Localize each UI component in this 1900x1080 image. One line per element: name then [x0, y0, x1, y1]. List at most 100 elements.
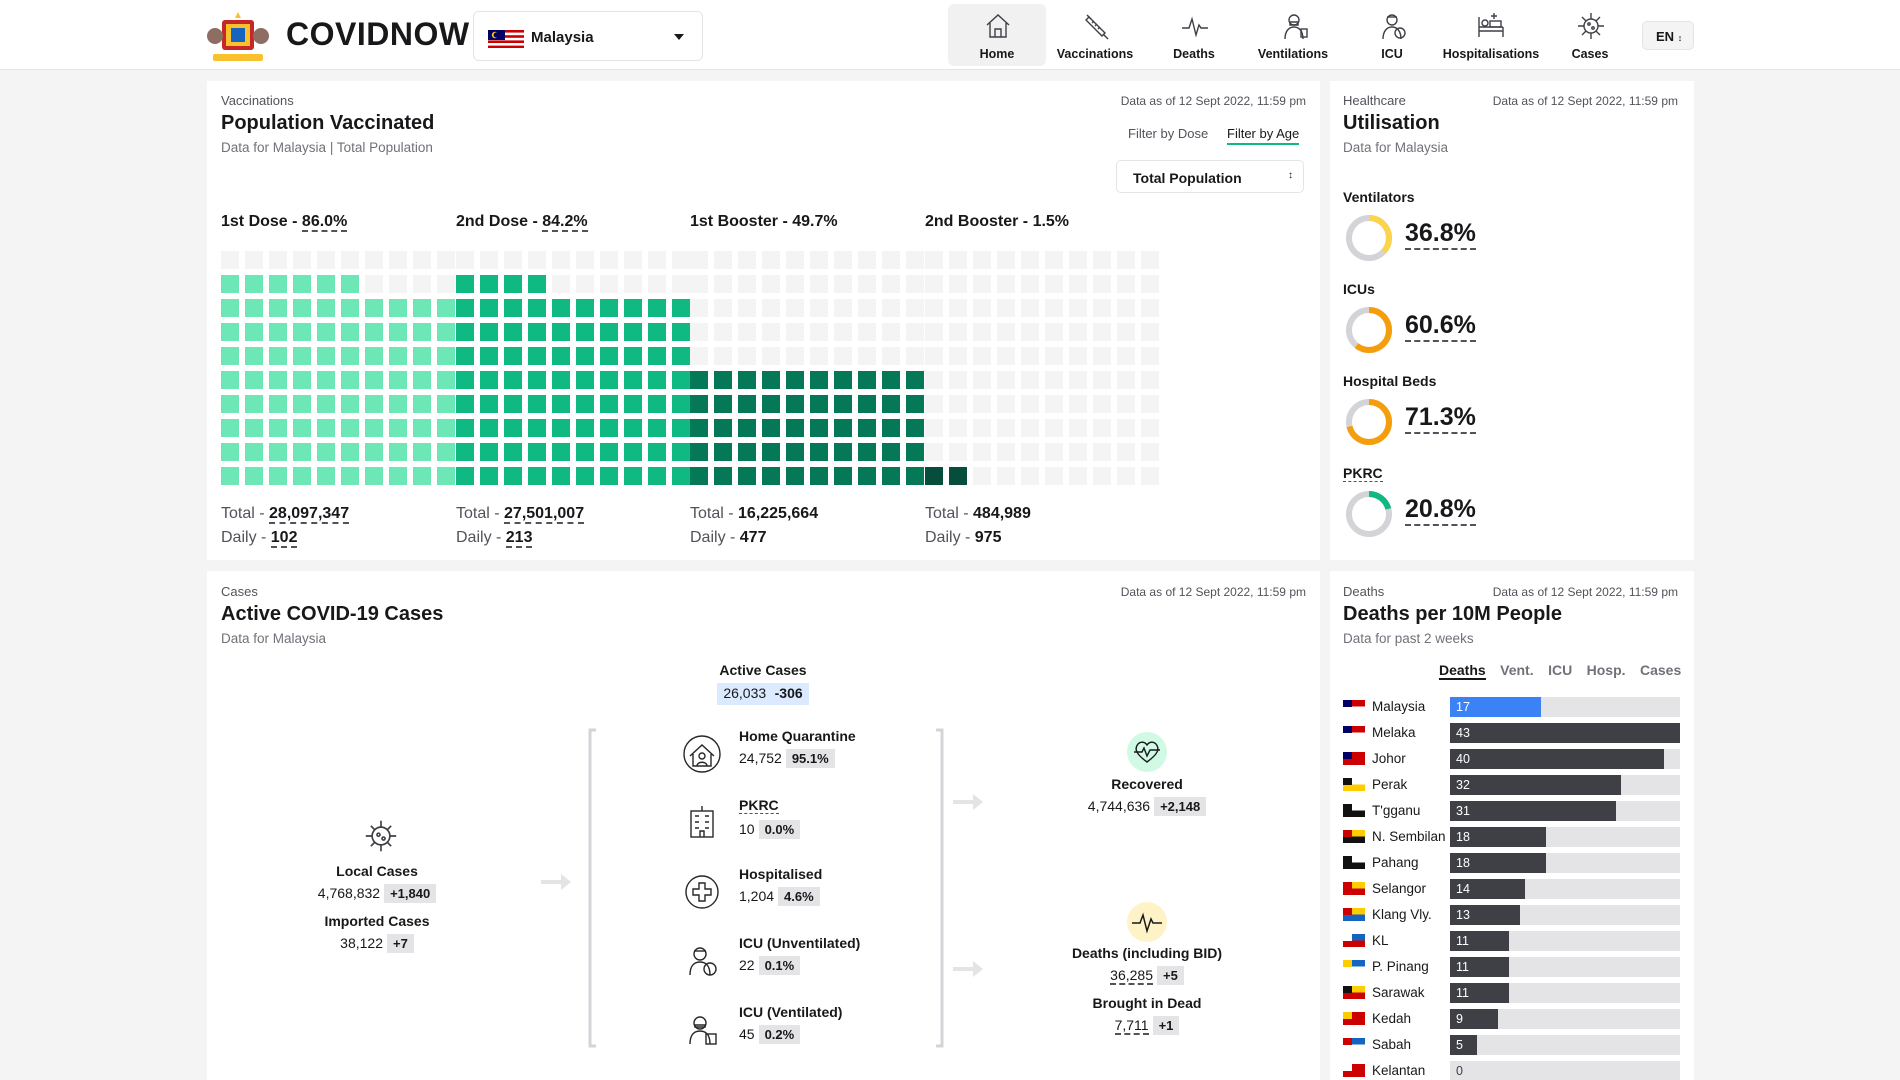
- bar-fill: [1450, 879, 1525, 899]
- waffle-cell: [906, 371, 924, 389]
- waffle-cell: [528, 275, 546, 293]
- utilisation-value[interactable]: 71.3%: [1405, 403, 1476, 434]
- waffle-cell: [648, 275, 666, 293]
- nav-deaths-label: Deaths: [1173, 47, 1215, 61]
- nav-deaths[interactable]: Deaths: [1145, 4, 1243, 66]
- waffle-cell: [973, 443, 991, 461]
- waffle-cell: [786, 443, 804, 461]
- waffle-cell: [437, 371, 455, 389]
- bid-delta: +1: [1152, 1016, 1180, 1035]
- tab-vent[interactable]: Vent.: [1500, 662, 1534, 678]
- dose-percent[interactable]: 86.0%: [301, 213, 348, 232]
- breakdown-label[interactable]: PKRC: [739, 797, 779, 814]
- recovered-value: 4,744,636: [1087, 798, 1151, 814]
- population-select[interactable]: Total Population ↕: [1116, 160, 1304, 193]
- bar-value: 31: [1456, 804, 1470, 818]
- waffle-cell: [317, 443, 335, 461]
- waffle-cell: [810, 299, 828, 317]
- syringe-icon: [1085, 14, 1109, 40]
- bar-fill: [1450, 957, 1509, 977]
- tab-deaths[interactable]: Deaths: [1439, 662, 1486, 680]
- deaths-bar-row[interactable]: T'gganu 31: [1343, 801, 1680, 821]
- bar-fill: [1450, 1009, 1499, 1029]
- waffle-cell: [269, 419, 287, 437]
- waffle-cell: [576, 467, 594, 485]
- bar-value: 5: [1456, 1038, 1463, 1052]
- nav-cases[interactable]: Cases: [1541, 4, 1639, 66]
- dose-name: 2nd Dose -: [456, 213, 543, 230]
- utilisation-label[interactable]: PKRC: [1343, 465, 1383, 482]
- language-selector[interactable]: EN ↕: [1642, 21, 1694, 50]
- waffle-cell: [480, 323, 498, 341]
- nav-icu[interactable]: ICU: [1343, 4, 1441, 66]
- deaths-bar-row[interactable]: Kelantan 0: [1343, 1061, 1680, 1080]
- dose-total-value[interactable]: 28,097,347: [269, 505, 350, 524]
- country-selector[interactable]: Malaysia: [473, 11, 703, 61]
- waffle-cell: [269, 467, 287, 485]
- deaths-bar-row[interactable]: Kedah 9: [1343, 1009, 1680, 1029]
- state-flag-icon: [1343, 830, 1365, 843]
- bar-track: 9: [1450, 1009, 1680, 1029]
- waffle-cell: [341, 419, 359, 437]
- waffle-cell: [1021, 299, 1039, 317]
- waffle-cell: [925, 299, 943, 317]
- deaths-bar-row[interactable]: P. Pinang 11: [1343, 957, 1680, 977]
- waffle-cell: [690, 395, 708, 413]
- waffle-cell: [1045, 371, 1063, 389]
- tab-hosp[interactable]: Hosp.: [1586, 662, 1626, 678]
- utilisation-value[interactable]: 60.6%: [1405, 311, 1476, 342]
- waffle-cell: [576, 371, 594, 389]
- deaths-bar-row[interactable]: KL 11: [1343, 931, 1680, 951]
- waffle-cell: [1021, 443, 1039, 461]
- deaths-bar-row[interactable]: Klang Vly. 13: [1343, 905, 1680, 925]
- waffle-cell: [480, 443, 498, 461]
- deaths-pulse-icon: [1127, 902, 1167, 942]
- waffle-cell: [1093, 467, 1111, 485]
- filter-by-age-tab[interactable]: Filter by Age: [1227, 126, 1300, 145]
- nav-hospitalisations[interactable]: Hospitalisations: [1441, 4, 1541, 66]
- utilisation-value[interactable]: 20.8%: [1405, 495, 1476, 526]
- deaths-bar-row[interactable]: Pahang 18: [1343, 853, 1680, 873]
- deaths-bar-row[interactable]: N. Sembilan 18: [1343, 827, 1680, 847]
- dose-name: 2nd Booster -: [925, 213, 1033, 230]
- cases-kicker: Cases: [221, 584, 258, 599]
- waffle-cell: [834, 419, 852, 437]
- nav-vaccinations[interactable]: Vaccinations: [1046, 4, 1144, 66]
- bid-value[interactable]: 7,711: [1114, 1017, 1149, 1035]
- waffle-cell: [1069, 323, 1087, 341]
- nav-ventilations[interactable]: Ventilations: [1244, 4, 1342, 66]
- utilisation-value[interactable]: 36.8%: [1405, 219, 1476, 250]
- deaths-bar-row[interactable]: Sarawak 11: [1343, 983, 1680, 1003]
- recovered-heart-icon: [1127, 732, 1167, 772]
- brand-title[interactable]: COVIDNOW: [286, 16, 470, 52]
- malaysia-coat-of-arms-logo[interactable]: [205, 10, 271, 64]
- nav-home[interactable]: Home: [948, 4, 1046, 66]
- tab-cases[interactable]: Cases: [1639, 662, 1682, 678]
- dose-daily-value[interactable]: 102: [270, 529, 298, 548]
- waffle-cell: [738, 443, 756, 461]
- waffle-cell: [1117, 347, 1135, 365]
- tab-icu[interactable]: ICU: [1548, 662, 1573, 678]
- deaths-bar-row[interactable]: Johor 40: [1343, 749, 1680, 769]
- population-select-value: Total Population: [1133, 170, 1242, 186]
- waffle-cell: [810, 347, 828, 365]
- deaths-bar-row[interactable]: Sabah 5: [1343, 1035, 1680, 1055]
- deaths-bar-row[interactable]: Melaka 43: [1343, 723, 1680, 743]
- dose-total-value[interactable]: 27,501,007: [504, 505, 585, 524]
- dose-daily-value[interactable]: 213: [505, 529, 533, 548]
- deaths-bar-row[interactable]: Malaysia 17: [1343, 697, 1680, 717]
- waffle-cell: [882, 419, 900, 437]
- waffle-cell: [1141, 347, 1159, 365]
- filter-by-dose-tab[interactable]: Filter by Dose: [1128, 126, 1209, 141]
- deaths-bar-row[interactable]: Perak 32: [1343, 775, 1680, 795]
- state-name: P. Pinang: [1372, 959, 1429, 974]
- deaths-bar-row[interactable]: Selangor 14: [1343, 879, 1680, 899]
- breakdown-value: 45: [739, 1026, 755, 1042]
- dose-percent[interactable]: 84.2%: [542, 213, 588, 232]
- waffle-cell: [504, 371, 522, 389]
- deaths-value[interactable]: 36,285: [1110, 967, 1153, 985]
- waffle-cell: [221, 347, 239, 365]
- waffle-cell: [949, 299, 967, 317]
- total-label: Total -: [925, 505, 974, 522]
- waffle-cell: [1045, 395, 1063, 413]
